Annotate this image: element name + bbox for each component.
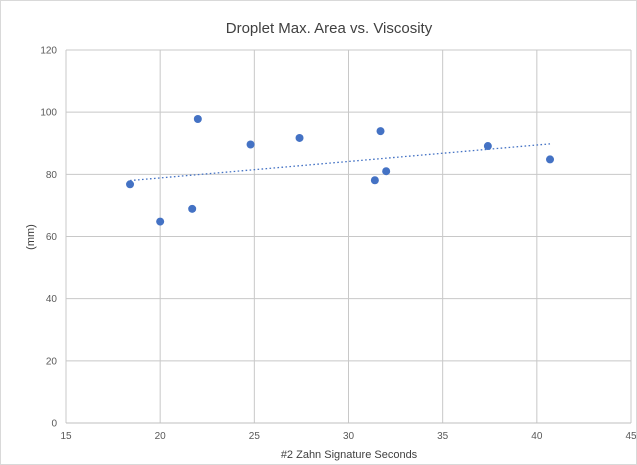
x-tick-label: 30: [343, 431, 355, 442]
data-point: [156, 217, 165, 226]
chart-title: Droplet Max. Area vs. Viscosity: [226, 20, 433, 37]
x-tick-label: 20: [155, 431, 167, 442]
data-point: [193, 115, 202, 124]
x-tick-label: 45: [625, 431, 636, 442]
data-points: [126, 115, 555, 226]
x-tick-label: 15: [60, 431, 72, 442]
data-point: [483, 142, 492, 151]
tick-labels: 15 20 25 30 35 40 45 0 20 40 60 80 100 120: [40, 46, 636, 443]
data-point: [376, 127, 385, 136]
data-point: [188, 204, 197, 213]
y-tick-label: 0: [51, 419, 57, 430]
data-point: [126, 180, 135, 189]
y-tick-label: 80: [46, 170, 58, 181]
data-point: [246, 140, 255, 149]
y-tick-label: 40: [46, 294, 58, 305]
x-tick-label: 40: [531, 431, 543, 442]
data-point: [370, 176, 379, 185]
y-tick-label: 60: [46, 232, 58, 243]
y-axis-label: (mm): [25, 224, 37, 250]
y-tick-label: 20: [46, 356, 58, 367]
x-tick-label: 25: [249, 431, 261, 442]
data-point: [382, 167, 391, 176]
y-tick-label: 100: [40, 108, 57, 119]
data-point: [295, 133, 304, 142]
grid-lines: [65, 49, 632, 424]
x-axis-label: #2 Zahn Signature Seconds: [281, 449, 418, 461]
y-tick-label: 120: [40, 46, 57, 57]
data-point: [546, 155, 555, 164]
x-tick-label: 35: [437, 431, 449, 442]
